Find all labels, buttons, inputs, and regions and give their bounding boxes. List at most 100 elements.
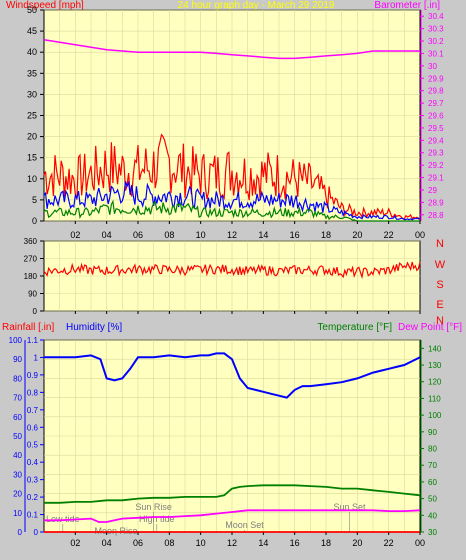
wind-gust-line — [43, 133, 421, 220]
humidity-tick-label: 90 — [13, 355, 22, 364]
humidity-tick-label: 10 — [13, 509, 22, 518]
barometer-tick-label: 29.6 — [428, 112, 444, 121]
windspeed-tick-label: 10 — [27, 174, 37, 184]
temperature-tick-label: 40 — [428, 511, 437, 520]
dewpoint-line — [44, 509, 421, 523]
temperature-tick-label: 90 — [428, 428, 437, 437]
compass-label: N — [436, 238, 444, 250]
rainfall-tick-label: 0.9 — [27, 371, 39, 380]
compass-label: N — [436, 315, 444, 327]
x-tick-label: 18 — [321, 538, 331, 548]
barometer-tick-label: 30.2 — [428, 37, 444, 46]
barometer-tick-label: 29.1 — [428, 174, 444, 183]
rainfall-tick-label: 0.8 — [27, 388, 39, 397]
windspeed-tick-label: 20 — [27, 132, 37, 142]
barometer-tick-label: 29.9 — [428, 74, 444, 83]
direction-ticks: 0 90 180 270 360 — [24, 237, 44, 316]
x-tick-label: 04 — [102, 230, 112, 240]
x-tick-label: 22 — [384, 230, 394, 240]
x-tick-label: 10 — [196, 538, 206, 548]
humidity-tick-label: 80 — [13, 374, 22, 383]
event-label: Moon Rise — [95, 526, 138, 536]
temperature-tick-label: 100 — [428, 411, 442, 420]
humidity-axis-title: Humidity [%] — [66, 322, 122, 333]
event-label: Moon Set — [225, 520, 264, 530]
event-label: Sun Set — [333, 502, 366, 512]
barometer-tick-label: 28.8 — [428, 211, 444, 220]
barometer-tick-label: 30.4 — [428, 12, 444, 21]
weather-panel: 0 10 20 30 40 50 60 70 80 90 100 0 0.1 0.2 0.3 0.4 0.5 0… — [9, 336, 442, 548]
rainfall-tick-label: 0.1 — [27, 511, 39, 520]
dewpoint-axis-title: Dew Point [°F] — [398, 322, 462, 333]
wind-time-ticks: 02 04 06 08 10 12 14 16 18 20 22 00 — [70, 221, 425, 240]
direction-line — [43, 261, 421, 280]
rainfall-tick-label: 0.7 — [27, 406, 39, 415]
barometer-tick-label: 29.3 — [428, 149, 444, 158]
humidity-tick-label: 60 — [13, 413, 22, 422]
barometer-tick-label: 28.9 — [428, 198, 444, 207]
temperature-tick-label: 60 — [428, 478, 437, 487]
x-tick-label: 20 — [352, 538, 362, 548]
rainfall-tick-label: 0.5 — [27, 441, 39, 450]
x-tick-label: 08 — [164, 538, 174, 548]
barometer-tick-label: 29.8 — [428, 87, 444, 96]
temperature-tick-label: 30 — [428, 528, 437, 537]
humidity-tick-label: 0 — [18, 528, 23, 537]
humidity-line — [44, 352, 421, 399]
windspeed-tick-label: 30 — [27, 89, 37, 99]
rainfall-tick-label: 0 — [34, 528, 39, 537]
barometer-axis-title: Barometer [.in] — [374, 0, 440, 11]
rainfall-axis-title: Rainfall [.in] — [2, 322, 54, 333]
temperature-tick-label: 130 — [428, 361, 442, 370]
wind-average-line — [43, 180, 421, 221]
rainfall-tick-label: 0.4 — [27, 458, 39, 467]
barometer-tick-label: 29.2 — [428, 161, 444, 170]
weather-time-ticks: 02 04 06 08 10 12 14 16 18 20 22 00 — [70, 532, 425, 548]
humidity-tick-label: 100 — [9, 336, 23, 345]
direction-series — [43, 261, 421, 314]
x-tick-label: 06 — [133, 538, 143, 548]
windspeed-tick-label: 5 — [32, 195, 37, 205]
x-tick-label: 14 — [258, 230, 268, 240]
temperature-axis-title: Temperature [°F] — [317, 322, 392, 333]
direction-tick-label: 270 — [24, 255, 38, 264]
temperature-line — [44, 484, 421, 504]
x-tick-label: 12 — [227, 538, 237, 548]
compass-label: E — [436, 299, 443, 311]
x-tick-label: 16 — [290, 230, 300, 240]
barometer-tick-label: 30 — [428, 62, 437, 71]
x-tick-label: 00 — [415, 230, 425, 240]
x-tick-label: 10 — [196, 230, 206, 240]
rainfall-tick-label: 0.2 — [27, 493, 39, 502]
temperature-tick-label: 110 — [428, 394, 441, 403]
barometer-tick-label: 30.3 — [428, 25, 444, 34]
humidity-tick-label: 30 — [13, 470, 22, 479]
temperature-tick-label: 80 — [428, 445, 437, 454]
barometer-tick-label: 29 — [428, 186, 437, 195]
windspeed-tick-label: 0 — [32, 216, 37, 226]
barometer-tick-label: 30.1 — [428, 49, 444, 58]
windspeed-tick-label: 15 — [27, 153, 37, 163]
humidity-tick-label: 70 — [13, 394, 22, 403]
windspeed-ticks: 0 5 10 15 20 25 30 35 40 45 50 — [27, 5, 44, 226]
compass-label: S — [436, 279, 443, 291]
rainfall-tick-label: 1 — [34, 353, 39, 362]
temperature-tick-label: 50 — [428, 495, 437, 504]
rainfall-tick-label: 0.3 — [27, 476, 39, 485]
barometer-tick-label: 29.4 — [428, 136, 444, 145]
x-tick-label: 06 — [133, 230, 143, 240]
humidity-tick-label: 20 — [13, 490, 22, 499]
x-tick-label: 18 — [321, 230, 331, 240]
event-label: Sun Rise — [135, 502, 172, 512]
x-tick-label: 22 — [384, 538, 394, 548]
direction-tick-label: 360 — [24, 237, 38, 246]
rainfall-tick-label: 1.1 — [27, 336, 39, 345]
x-tick-label: 14 — [258, 538, 268, 548]
temperature-ticks: 30 40 50 60 70 80 90 100 110 120 130 140 — [420, 340, 442, 537]
windspeed-tick-label: 40 — [27, 47, 37, 57]
rainfall-tick-label: 0.6 — [27, 423, 39, 432]
